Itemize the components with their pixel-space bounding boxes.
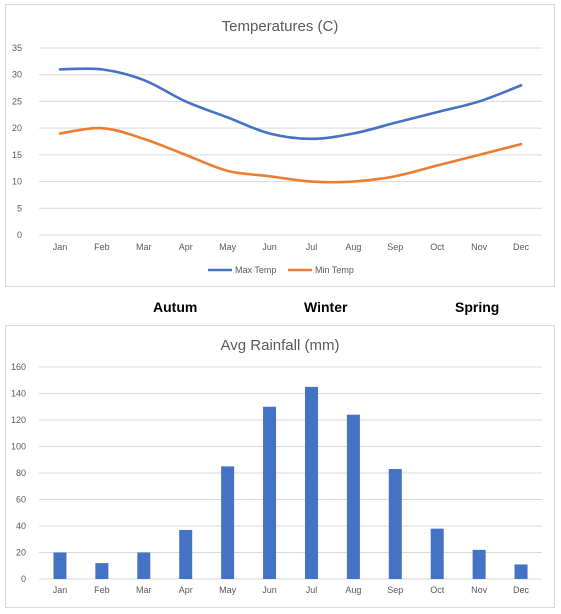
rainfall-bar	[221, 466, 235, 579]
temperature-x-tick-label: Nov	[471, 242, 488, 252]
rainfall-chart: Avg Rainfall (mm) 0 20 40 60 80 100 120 140 160 …	[5, 325, 555, 608]
season-label-winter: Winter	[304, 299, 348, 315]
rainfall-x-tick-label: Feb	[94, 585, 110, 595]
rainfall-y-tick-label: 100	[11, 442, 26, 452]
rainfall-x-tick-label: Mar	[136, 585, 152, 595]
temperature-y-tick-label: 10	[12, 177, 22, 187]
rainfall-y-tick-label: 140	[11, 389, 26, 399]
rainfall-y-tick-label: 20	[16, 548, 26, 558]
temperature-x-tick-label: Jul	[306, 242, 318, 252]
rainfall-bar	[304, 386, 318, 579]
rainfall-bar	[514, 564, 528, 579]
temperature-y-tick-label: 5	[17, 203, 22, 213]
max-temp-line	[58, 67, 523, 141]
rainfall-y-tick-label: 40	[16, 521, 26, 531]
temperature-x-tick-label: Feb	[94, 242, 110, 252]
temperature-x-tick-label: Dec	[513, 242, 530, 252]
season-label-autumn: Autum	[153, 299, 198, 315]
season-label-spring: Spring	[455, 299, 500, 315]
rainfall-x-tick-label: May	[219, 585, 237, 595]
rainfall-x-tick-label: Oct	[430, 585, 445, 595]
temperature-x-tick-label: Aug	[345, 242, 361, 252]
rainfall-bar	[137, 552, 151, 579]
rainfall-chart-title: Avg Rainfall (mm)	[221, 337, 340, 354]
temperature-y-tick-label: 25	[12, 96, 22, 106]
temperature-y-tick-label: 30	[12, 70, 22, 80]
temperature-x-tick-label: Mar	[136, 242, 152, 252]
rainfall-x-tick-label: Aug	[345, 585, 361, 595]
rainfall-bar	[53, 552, 67, 579]
rainfall-y-tick-label: 160	[11, 362, 26, 372]
temperature-x-tick-label: Oct	[430, 242, 445, 252]
legend-label-min-temp: Min Temp	[315, 265, 354, 275]
temperature-y-tick-label: 15	[12, 150, 22, 160]
rainfall-bar	[472, 549, 486, 579]
rainfall-bar	[388, 469, 402, 579]
temperature-x-tick-label: Sep	[387, 242, 403, 252]
rainfall-chart-svg: Avg Rainfall (mm) 020406080100120140160 …	[11, 337, 542, 595]
rainfall-y-tick-label: 120	[11, 415, 26, 425]
rainfall-bar	[430, 528, 444, 579]
temperature-chart: Temperatures (C) 0 5 10 15 20 25 30 35 Jan Feb Ma…	[5, 4, 555, 287]
temperature-y-tick-label: 0	[17, 230, 22, 240]
temperature-chart-title: Temperatures (C)	[222, 18, 339, 35]
min-temp-line	[58, 126, 523, 184]
rainfall-y-tick-label: 0	[21, 574, 26, 584]
rainfall-x-tick-label: Jan	[53, 585, 68, 595]
temperature-x-tick-label: Apr	[179, 242, 193, 252]
temperature-x-tick-label: May	[219, 242, 237, 252]
rainfall-x-tick-label: Dec	[513, 585, 530, 595]
rainfall-bar	[346, 414, 360, 579]
rainfall-x-tick-label: Jun	[262, 585, 277, 595]
rainfall-x-tick-label: Sep	[387, 585, 403, 595]
rainfall-bar	[263, 406, 277, 579]
rainfall-x-tick-label: Jul	[306, 585, 318, 595]
temperature-chart-svg: Temperatures (C) 0 5 10 15 20 25 30 35 Jan Feb Ma…	[12, 18, 542, 275]
temperature-x-tick-label: Jan	[53, 242, 68, 252]
legend-label-max-temp: Max Temp	[235, 265, 276, 275]
temperature-y-tick-label: 35	[12, 43, 22, 53]
rainfall-bar	[95, 563, 109, 579]
rainfall-bar	[179, 529, 193, 579]
rainfall-y-tick-label: 60	[16, 495, 26, 505]
temperature-y-tick-label: 20	[12, 123, 22, 133]
rainfall-x-tick-label: Nov	[471, 585, 488, 595]
rainfall-x-tick-label: Apr	[179, 585, 193, 595]
rainfall-y-tick-label: 80	[16, 468, 26, 478]
temperature-x-tick-label: Jun	[262, 242, 277, 252]
